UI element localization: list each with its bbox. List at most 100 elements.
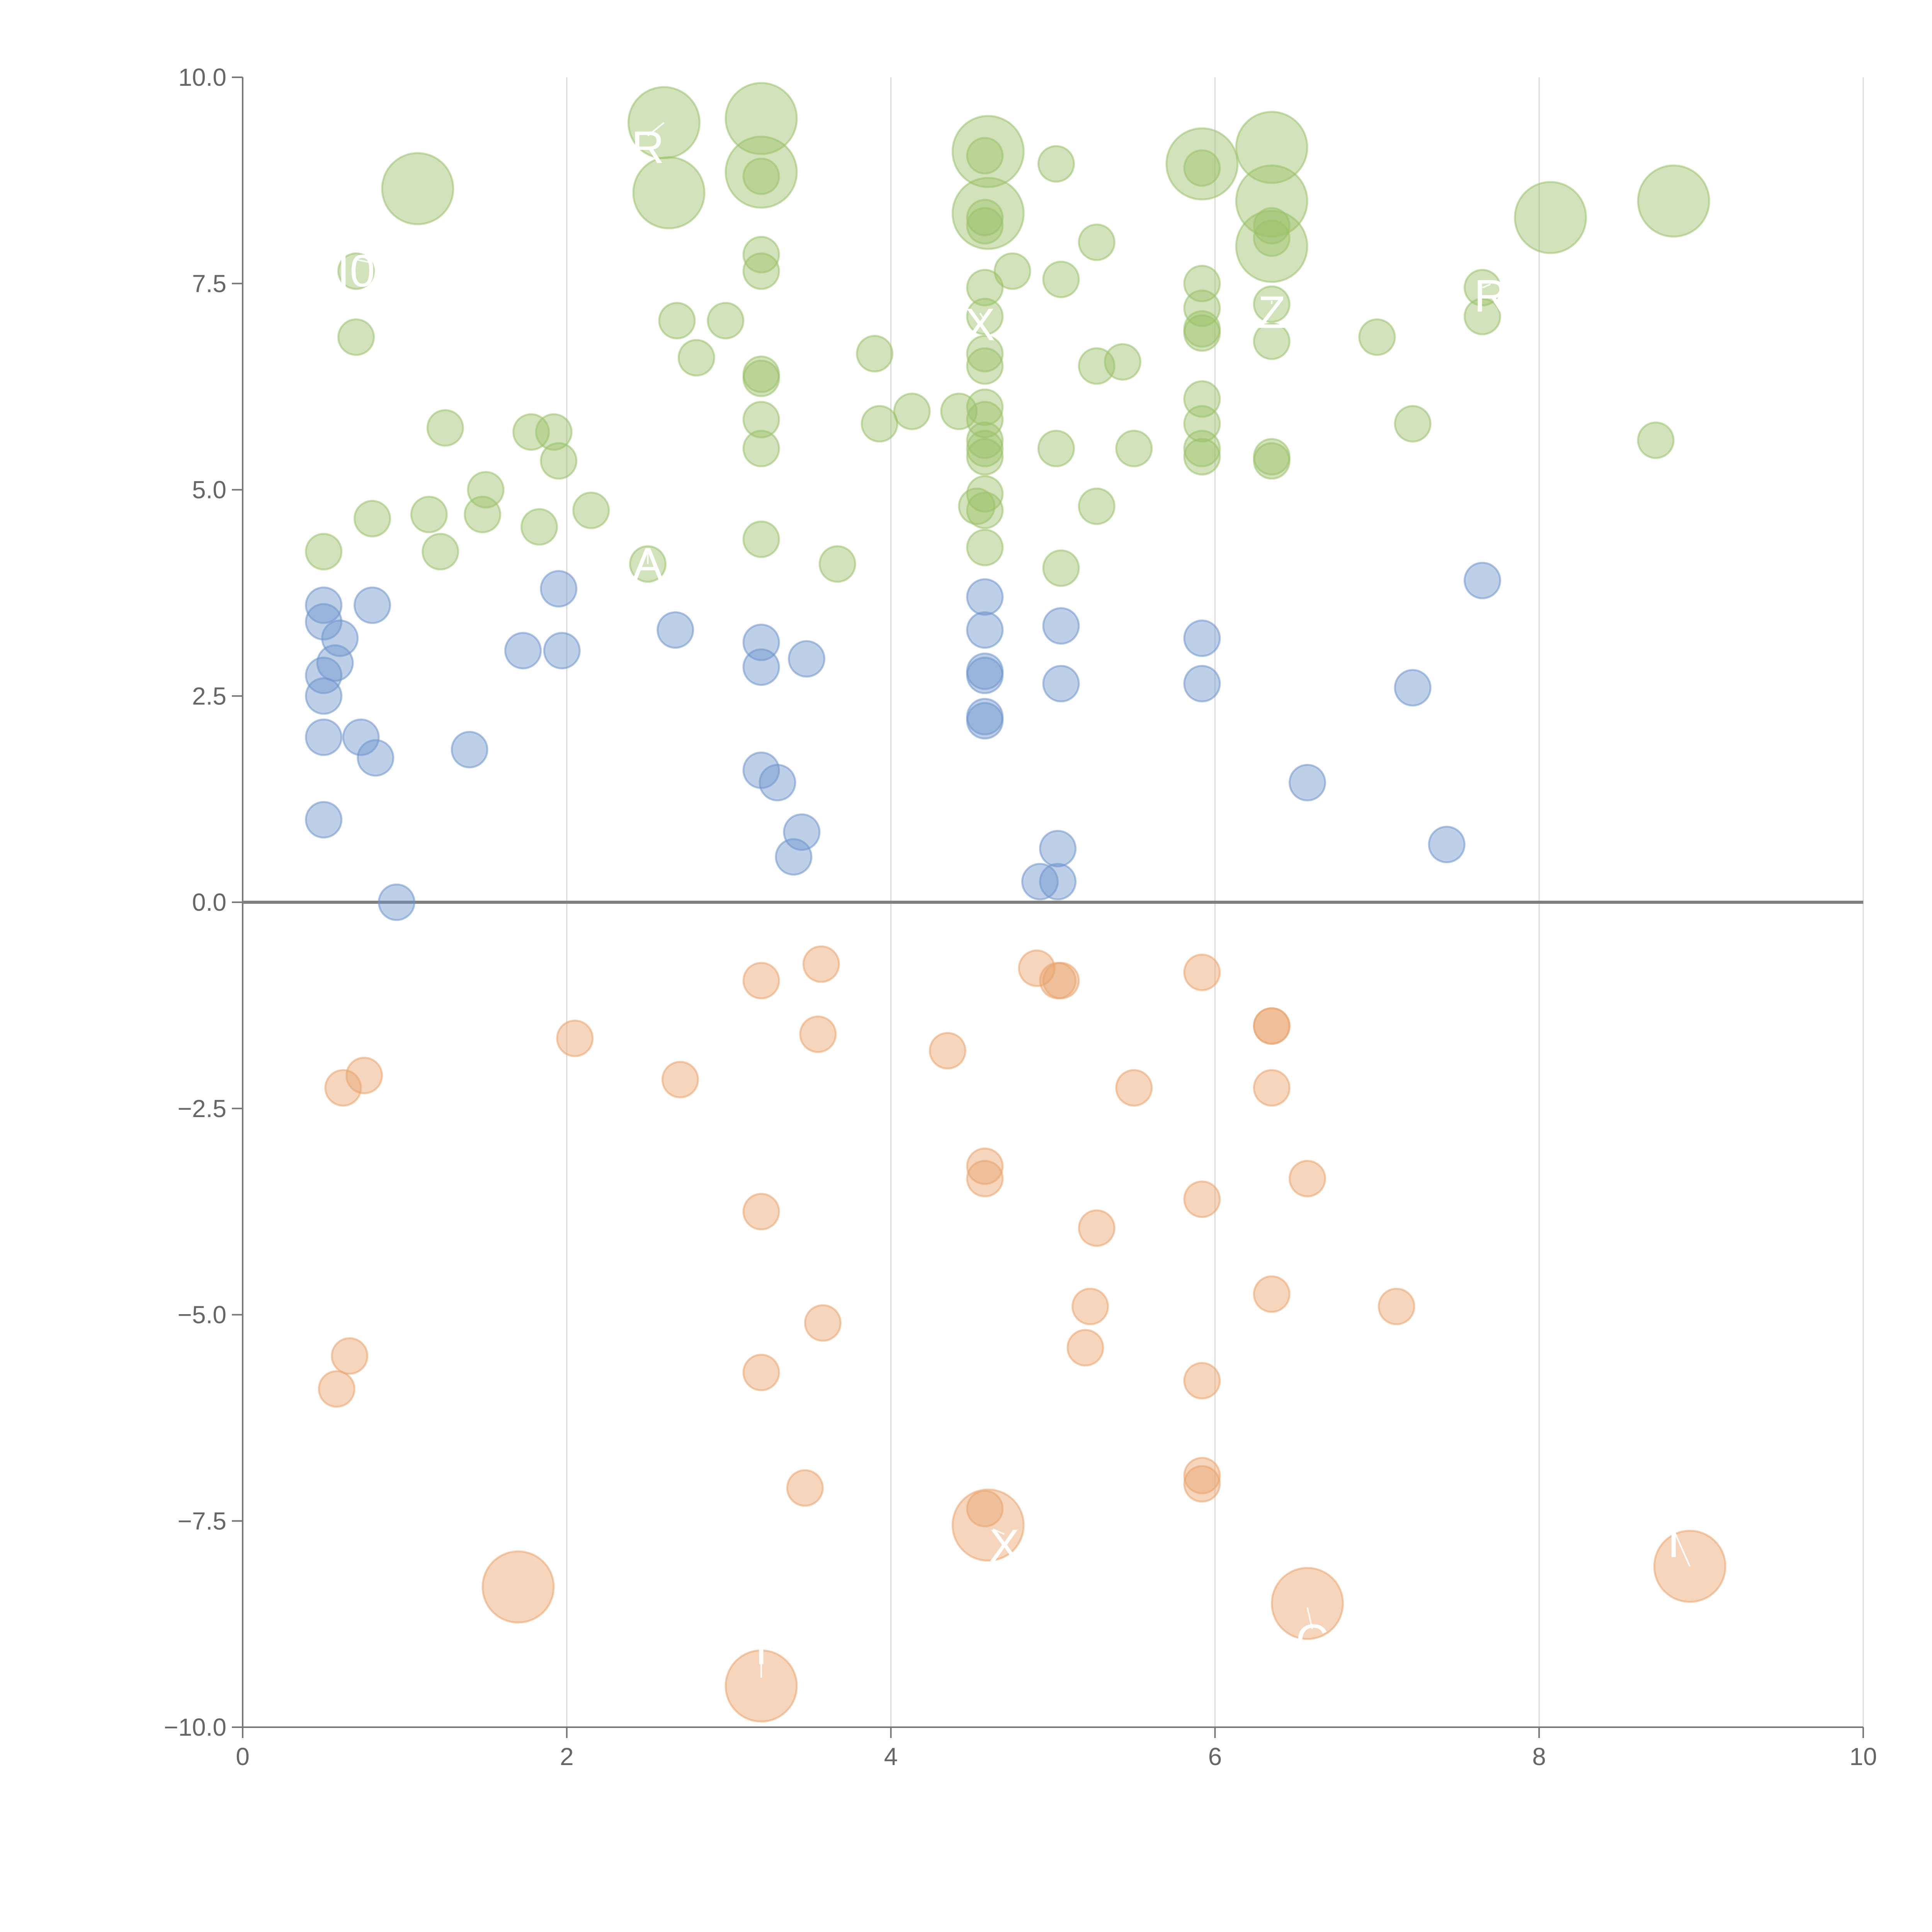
orange-bubble	[1183, 1362, 1221, 1400]
green-bubble	[707, 302, 745, 340]
green-bubble	[337, 252, 375, 290]
blue-bubble	[543, 632, 581, 670]
green-bubble	[337, 318, 375, 356]
green-bubble	[1042, 260, 1080, 298]
green-bubble	[1463, 298, 1501, 335]
green-bubble	[572, 492, 610, 529]
green-bubble	[966, 335, 1004, 372]
orange-bubble	[345, 1056, 383, 1094]
blue-bubble	[357, 739, 395, 777]
y-tick-label: −7.5	[178, 1507, 226, 1535]
green-bubble	[410, 496, 448, 534]
orange-bubble	[556, 1019, 594, 1057]
blue-bubble	[1183, 665, 1221, 702]
green-bubble	[658, 302, 696, 340]
blue-bubble	[966, 656, 1004, 694]
data-points	[305, 82, 1726, 1723]
y-tick-label: 5.0	[192, 476, 226, 504]
orange-bubble	[799, 1015, 837, 1053]
orange-bubble	[1288, 1160, 1326, 1197]
green-bubble	[966, 438, 1004, 476]
green-bubble	[724, 136, 798, 209]
blue-bubble	[305, 801, 343, 838]
blue-bubble	[305, 586, 343, 624]
annotation-label: R	[1474, 270, 1507, 321]
y-tick-label: 7.5	[192, 270, 226, 298]
orange-bubble	[804, 1304, 842, 1342]
green-bubble	[1358, 318, 1396, 356]
x-tick-label: 2	[560, 1743, 574, 1770]
green-bubble	[540, 442, 578, 480]
green-bubble	[966, 430, 1004, 468]
point-labels: R I0 A X Z R X C T T	[337, 122, 1691, 1678]
annotation-leader	[993, 1528, 1005, 1535]
green-bubble	[1394, 405, 1432, 443]
orange-bubble	[966, 1147, 1004, 1185]
orange-bubble	[1042, 962, 1080, 1000]
orange-bubble	[786, 1469, 824, 1507]
orange-bubble	[661, 1061, 699, 1099]
green-bubble	[742, 430, 780, 468]
green-bubble	[951, 177, 1025, 250]
green-bubble	[422, 533, 459, 571]
green-bubble	[381, 152, 454, 225]
blue-bubble	[783, 813, 821, 851]
annotation-label: R	[631, 122, 664, 173]
blue-bubble	[759, 764, 796, 801]
green-bubble	[1253, 219, 1291, 257]
green-bubble	[958, 487, 996, 525]
orange-bubble	[742, 1354, 780, 1391]
green-bubble	[1514, 181, 1587, 254]
y-tick-label: 10.0	[178, 63, 226, 91]
blue-bubble	[1463, 561, 1501, 599]
green-bubble	[1235, 164, 1308, 238]
orange-bubble	[481, 1550, 555, 1624]
annotation-label: T	[1660, 1516, 1687, 1567]
annotation-leader	[979, 313, 986, 321]
green-bubble	[632, 156, 706, 230]
x-tick-label: 6	[1208, 1743, 1222, 1770]
annotation-leader	[356, 259, 372, 264]
orange-bubble	[1183, 1180, 1221, 1218]
green-bubble	[512, 413, 550, 451]
orange-bubble	[318, 1370, 355, 1408]
blue-bubble	[1042, 665, 1080, 702]
blue-bubble	[305, 677, 343, 715]
green-bubble	[1183, 430, 1221, 468]
green-bubble	[1037, 145, 1075, 183]
annotation-label: T	[747, 1623, 775, 1674]
green-bubble	[856, 335, 894, 372]
blue-bubble	[1183, 619, 1221, 657]
green-bubble	[464, 496, 502, 534]
green-bubble	[742, 401, 780, 439]
green-bubble	[966, 388, 1004, 426]
blue-bubble	[305, 718, 343, 756]
y-tick-label: 0.0	[192, 888, 226, 916]
blue-bubble	[788, 640, 826, 678]
green-bubble	[966, 421, 1004, 459]
y-tick-label: 2.5	[192, 682, 226, 710]
blue-bubble	[354, 586, 391, 624]
blue-bubble	[656, 611, 694, 649]
green-bubble	[1183, 438, 1221, 476]
blue-bubble	[378, 883, 415, 921]
green-bubble	[742, 520, 780, 558]
orange-bubble	[966, 1160, 1004, 1197]
green-bubble	[742, 359, 780, 397]
green-bubble	[1637, 421, 1675, 459]
blue-bubble	[321, 619, 359, 657]
blue-bubble	[305, 656, 343, 694]
green-bubble	[1165, 127, 1239, 201]
green-bubble	[966, 137, 1004, 175]
y-tick-label: −10.0	[164, 1713, 226, 1741]
blue-bubble	[1428, 826, 1466, 864]
orange-bubble	[742, 1193, 780, 1231]
orange-bubble	[929, 1032, 966, 1070]
orange-bubble	[1183, 1465, 1221, 1503]
blue-bubble	[1039, 863, 1077, 901]
blue-bubble	[540, 570, 578, 608]
green-bubble	[966, 269, 1004, 306]
annotation-label: I0	[337, 246, 375, 297]
green-bubble	[861, 405, 898, 443]
